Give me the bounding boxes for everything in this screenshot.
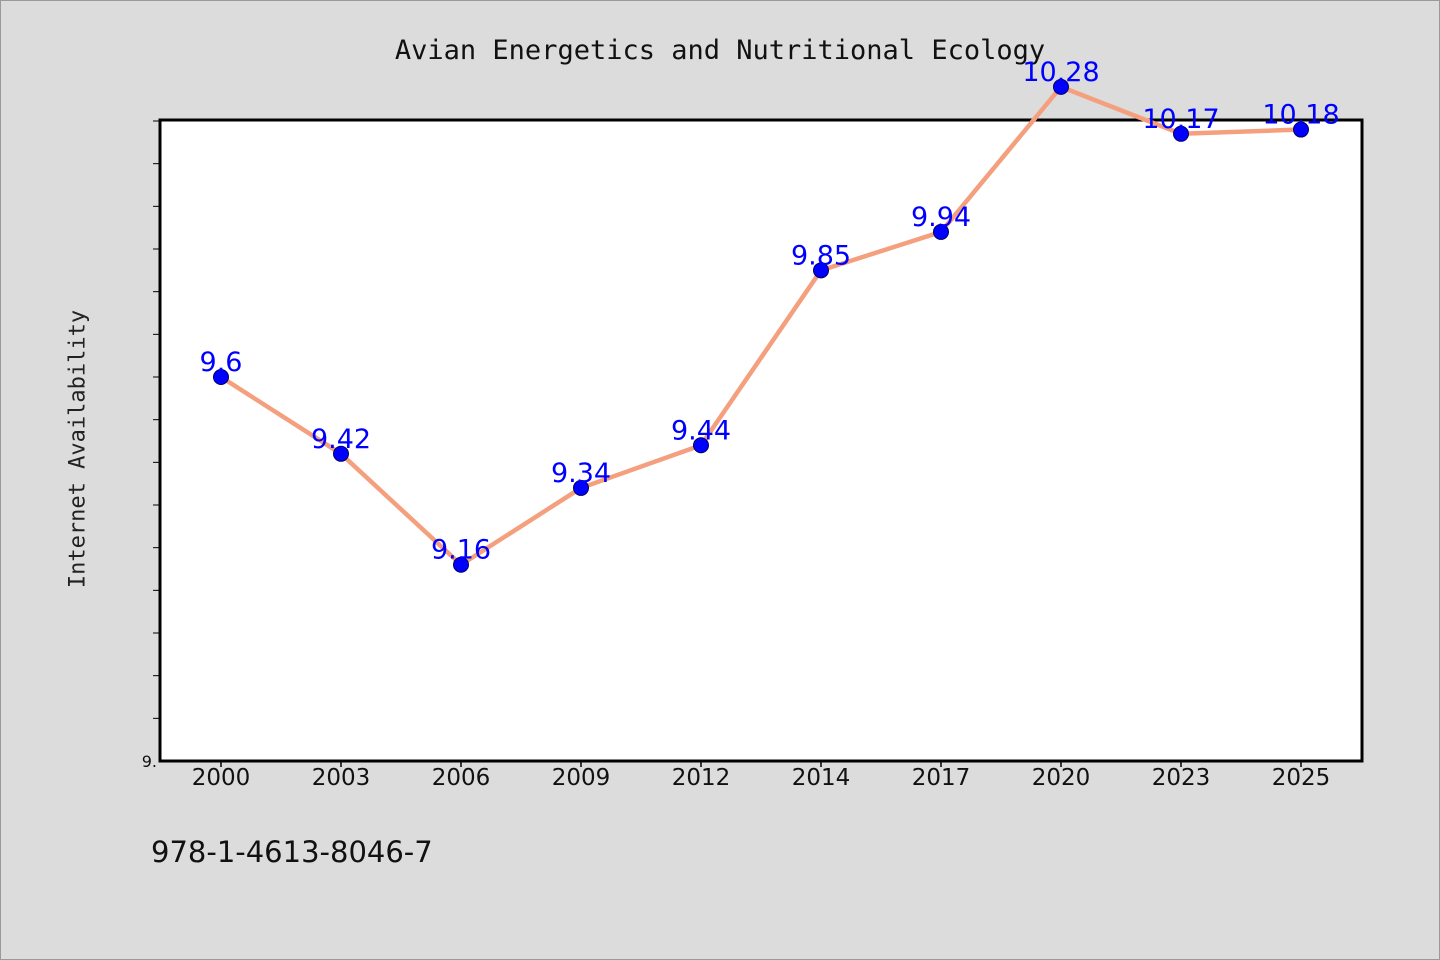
y-tick-label: 9. [142,752,157,771]
y-axis-ticks: 9. [142,120,161,771]
data-labels: 9.6 9.42 9.16 9.34 9.44 9.85 9.94 10.28 10.17 10.… [200,57,1340,566]
x-tick-label: 2025 [1272,765,1331,791]
data-label: 10.18 [1262,100,1339,131]
series-group [213,78,1309,573]
x-tick-label: 2020 [1032,765,1091,791]
data-point [213,369,229,385]
data-label: 9.6 [200,347,243,378]
data-label: 9.44 [671,415,731,446]
x-axis-ticks: 2000 2003 2006 2009 2012 2014 2017 2020 2023 2025 [192,761,1331,791]
data-point [1173,125,1189,142]
x-tick-label: 2009 [552,765,611,791]
x-tick-label: 2000 [192,765,251,791]
data-point [1053,78,1069,95]
data-label: 10.17 [1142,104,1219,135]
data-point [933,223,949,240]
data-point [813,262,829,279]
series-line [219,84,1302,567]
data-label: 9.34 [551,458,611,489]
x-tick-label: 2006 [432,765,491,791]
data-label: 9.94 [911,202,971,233]
data-label: 9.85 [791,240,851,271]
data-point [573,479,589,496]
data-point [333,445,349,462]
data-point [1293,121,1309,138]
x-tick-label: 2017 [912,765,971,791]
x-tick-label: 2003 [312,765,371,791]
data-point [693,437,709,454]
x-tick-label: 2023 [1152,765,1211,791]
chart-title: Avian Energetics and Nutritional Ecology [394,35,1046,66]
data-label: 9.16 [431,535,491,566]
isbn-code: 978-1-4613-8046-7 [151,835,433,869]
data-point [453,556,469,573]
x-tick-label: 2012 [672,765,731,791]
data-label: 10.28 [1022,57,1099,88]
plot-area [158,118,1364,763]
data-label: 9.42 [311,424,371,455]
x-tick-label: 2014 [792,765,851,791]
